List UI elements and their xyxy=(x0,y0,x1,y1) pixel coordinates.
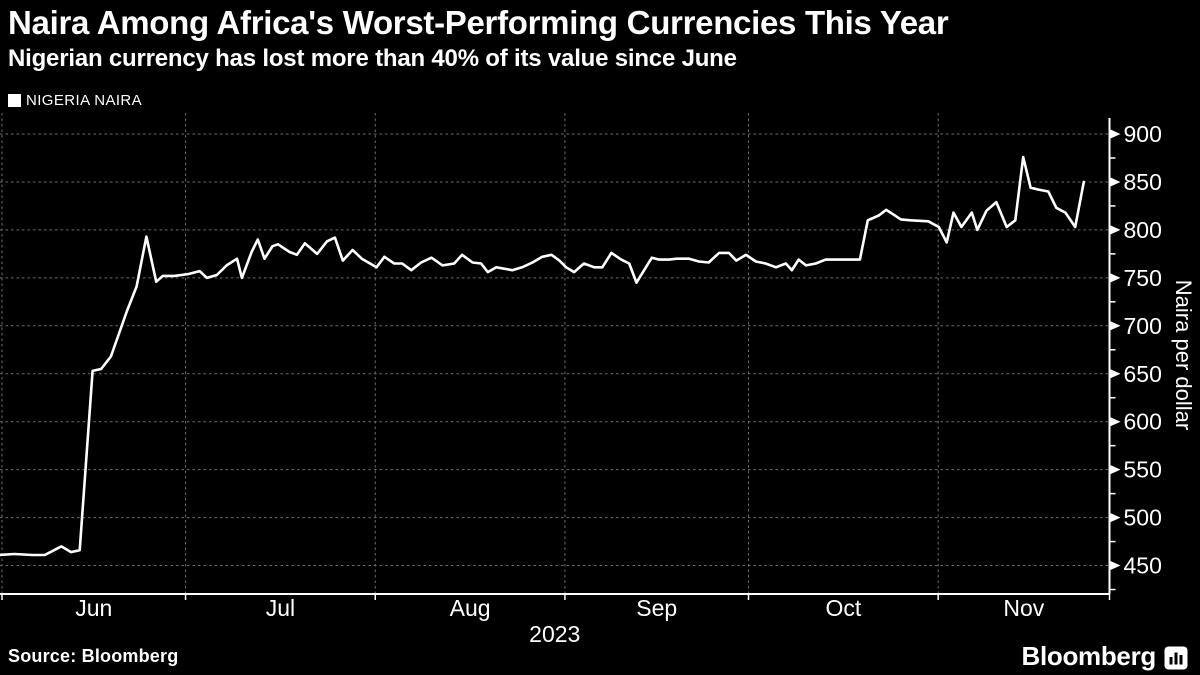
x-axis-year-label: 2023 xyxy=(529,621,580,647)
legend: NIGERIA NAIRA xyxy=(8,92,142,109)
svg-text:850: 850 xyxy=(1124,169,1162,195)
svg-text:650: 650 xyxy=(1124,361,1162,387)
svg-text:600: 600 xyxy=(1124,409,1162,435)
svg-text:900: 900 xyxy=(1124,121,1162,147)
svg-text:Sep: Sep xyxy=(636,595,677,621)
chart-title: Naira Among Africa's Worst-Performing Cu… xyxy=(8,4,949,41)
svg-text:500: 500 xyxy=(1124,505,1162,531)
y-axis-title: Naira per dollar xyxy=(1171,280,1196,430)
gridlines xyxy=(0,113,1110,594)
svg-text:450: 450 xyxy=(1124,553,1162,579)
legend-label: NIGERIA NAIRA xyxy=(26,92,143,109)
svg-text:700: 700 xyxy=(1124,313,1162,339)
bloomberg-logo: Bloomberg xyxy=(1021,641,1188,672)
svg-text:Jun: Jun xyxy=(75,595,112,621)
svg-text:750: 750 xyxy=(1124,265,1162,291)
bloomberg-chart-icon xyxy=(1164,646,1188,670)
chart-subtitle: Nigerian currency has lost more than 40%… xyxy=(8,44,737,72)
svg-text:Nov: Nov xyxy=(1003,595,1044,621)
svg-text:800: 800 xyxy=(1124,217,1162,243)
svg-text:Oct: Oct xyxy=(825,595,861,621)
svg-text:Jul: Jul xyxy=(266,595,295,621)
y-axis-ticks: 450 500 550 600 650 700 750 800 850 900 xyxy=(1110,121,1162,579)
bloomberg-wordmark: Bloomberg xyxy=(1021,641,1156,671)
chart-header: Naira Among Africa's Worst-Performing Cu… xyxy=(8,4,949,73)
svg-text:Aug: Aug xyxy=(450,595,491,621)
naira-series-line xyxy=(0,155,1086,557)
svg-text:550: 550 xyxy=(1124,457,1162,483)
legend-swatch-icon xyxy=(8,94,21,107)
source-credit: Source: Bloomberg xyxy=(8,646,179,666)
x-axis-labels: Jun Jul Aug Sep Oct Nov 2023 xyxy=(75,595,1045,647)
axes xyxy=(0,118,1116,600)
